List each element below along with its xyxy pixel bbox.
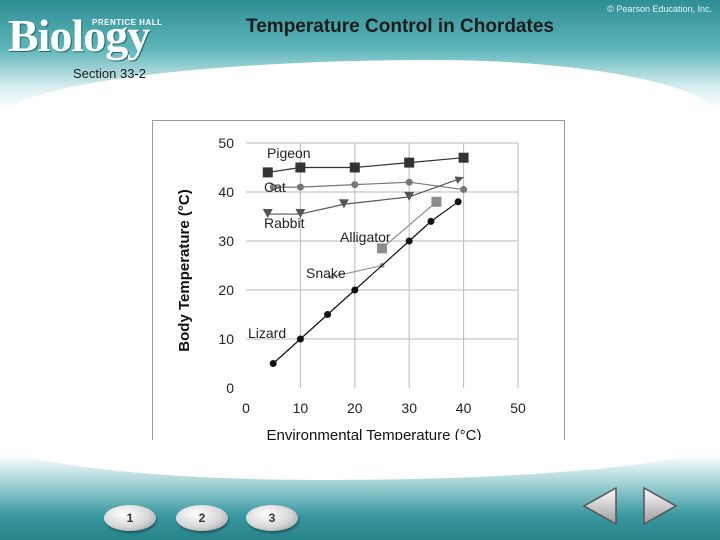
- data-point: [405, 178, 413, 186]
- data-point: [262, 167, 273, 178]
- data-point: [405, 237, 413, 245]
- x-tick-label: 20: [347, 400, 363, 416]
- data-point: [460, 186, 468, 194]
- x-tick-label: 30: [401, 400, 417, 416]
- y-tick-label: 20: [218, 282, 234, 298]
- temperature-chart: 0 10 20 30 40 50 0 10 20 30 40 50 Environmental Temp…: [176, 135, 526, 444]
- data-point: [404, 157, 415, 168]
- data-point: [269, 183, 277, 191]
- x-tick-label: 40: [456, 400, 472, 416]
- series-label: Lizard: [248, 325, 286, 341]
- y-tick-label: 50: [218, 135, 234, 151]
- copyright-notice: © Pearson Education, Inc.: [607, 4, 712, 14]
- data-point: [427, 217, 435, 225]
- page-2-button[interactable]: 2: [176, 505, 228, 531]
- data-point: [295, 162, 306, 173]
- data-point: [338, 199, 349, 209]
- biology-logo: Biology PRENTICE HALL: [8, 4, 178, 64]
- data-point: [349, 162, 360, 173]
- x-tick-label: 0: [242, 400, 250, 416]
- x-tick-label: 10: [293, 400, 309, 416]
- y-axis-title: Body Temperature (°C): [176, 189, 193, 351]
- data-point: [458, 152, 469, 163]
- series-label: Rabbit: [264, 215, 305, 231]
- series-label: Pigeon: [267, 145, 311, 161]
- y-tick-label: 10: [218, 331, 234, 347]
- data-point: [404, 191, 415, 201]
- y-tick-label: 30: [218, 233, 234, 249]
- arrow-left-icon[interactable]: [576, 482, 624, 530]
- data-point: [269, 360, 277, 367]
- series-label: Alligator: [340, 229, 391, 245]
- arrow-right-icon[interactable]: [636, 482, 684, 530]
- data-point: [351, 181, 359, 189]
- data-point: [431, 196, 442, 207]
- logo-wordmark: Biology: [8, 10, 150, 61]
- y-tick-label: 40: [218, 184, 234, 200]
- data-point: [377, 243, 387, 254]
- page-3-button[interactable]: 3: [246, 505, 298, 531]
- series-line: [381, 201, 437, 249]
- page-1-button[interactable]: 1: [104, 505, 156, 531]
- data-point: [327, 273, 335, 280]
- data-point: [296, 335, 304, 343]
- series-line: [327, 264, 383, 279]
- data-point: [454, 198, 462, 206]
- data-point: [296, 183, 304, 191]
- y-tick-label: 0: [226, 380, 234, 396]
- data-point: [351, 286, 359, 294]
- data-point: [324, 311, 332, 318]
- logo-publisher: PRENTICE HALL: [92, 18, 163, 27]
- x-tick-label: 50: [510, 400, 526, 416]
- series-label: Snake: [306, 265, 346, 281]
- slide-title: Temperature Control in Chordates: [246, 16, 554, 37]
- data-point: [262, 209, 273, 219]
- series-label: Cat: [264, 179, 286, 195]
- x-axis-title: Environmental Temperature (°C): [267, 427, 482, 444]
- data-point: [454, 176, 464, 184]
- section-label: Section 33-2: [73, 66, 146, 81]
- data-point: [295, 209, 306, 219]
